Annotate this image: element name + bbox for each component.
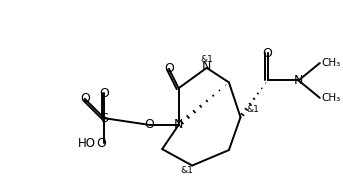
Text: &1: &1 [180, 166, 193, 175]
Text: O: O [164, 62, 174, 75]
Text: CH₃: CH₃ [322, 93, 341, 103]
Text: O: O [263, 47, 273, 60]
Text: O: O [99, 87, 109, 99]
Text: HO: HO [78, 137, 96, 150]
Text: O: O [80, 92, 90, 105]
Text: CH₃: CH₃ [322, 58, 341, 68]
Text: N: N [202, 60, 211, 73]
Text: &1: &1 [201, 55, 214, 64]
Text: N: N [174, 118, 183, 131]
Text: O: O [145, 118, 155, 131]
Text: &1: &1 [246, 105, 259, 114]
Text: N: N [294, 74, 303, 87]
Text: O: O [96, 137, 106, 150]
Text: S: S [100, 112, 108, 125]
